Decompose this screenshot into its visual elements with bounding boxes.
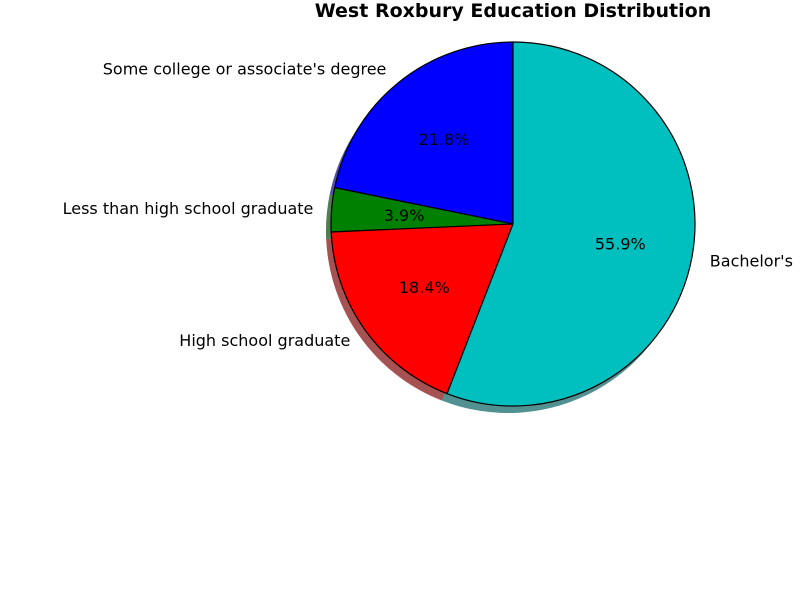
slice-2-label: High school graduate — [179, 331, 350, 350]
slice-0-label: Some college or associate's degree — [103, 59, 387, 78]
chart-title: West Roxbury Education Distribution — [315, 0, 711, 22]
pie-slices — [330, 41, 696, 407]
slice-0-pct-label: 21.8% — [418, 130, 469, 149]
slice-1-label: Less than high school graduate — [63, 199, 314, 218]
slice-3 — [446, 41, 696, 407]
slice-1-pct-label: 3.9% — [384, 206, 425, 225]
pie-labels: Some college or associate's degree 21.8% L… — [63, 59, 793, 350]
slice-2-pct-label: 18.4% — [399, 278, 450, 297]
slice-3-label: Bachelor's — [710, 251, 793, 270]
slice-2 — [330, 223, 514, 395]
slice-3-pct-label: 55.9% — [595, 235, 646, 254]
slice-0 — [334, 41, 514, 225]
